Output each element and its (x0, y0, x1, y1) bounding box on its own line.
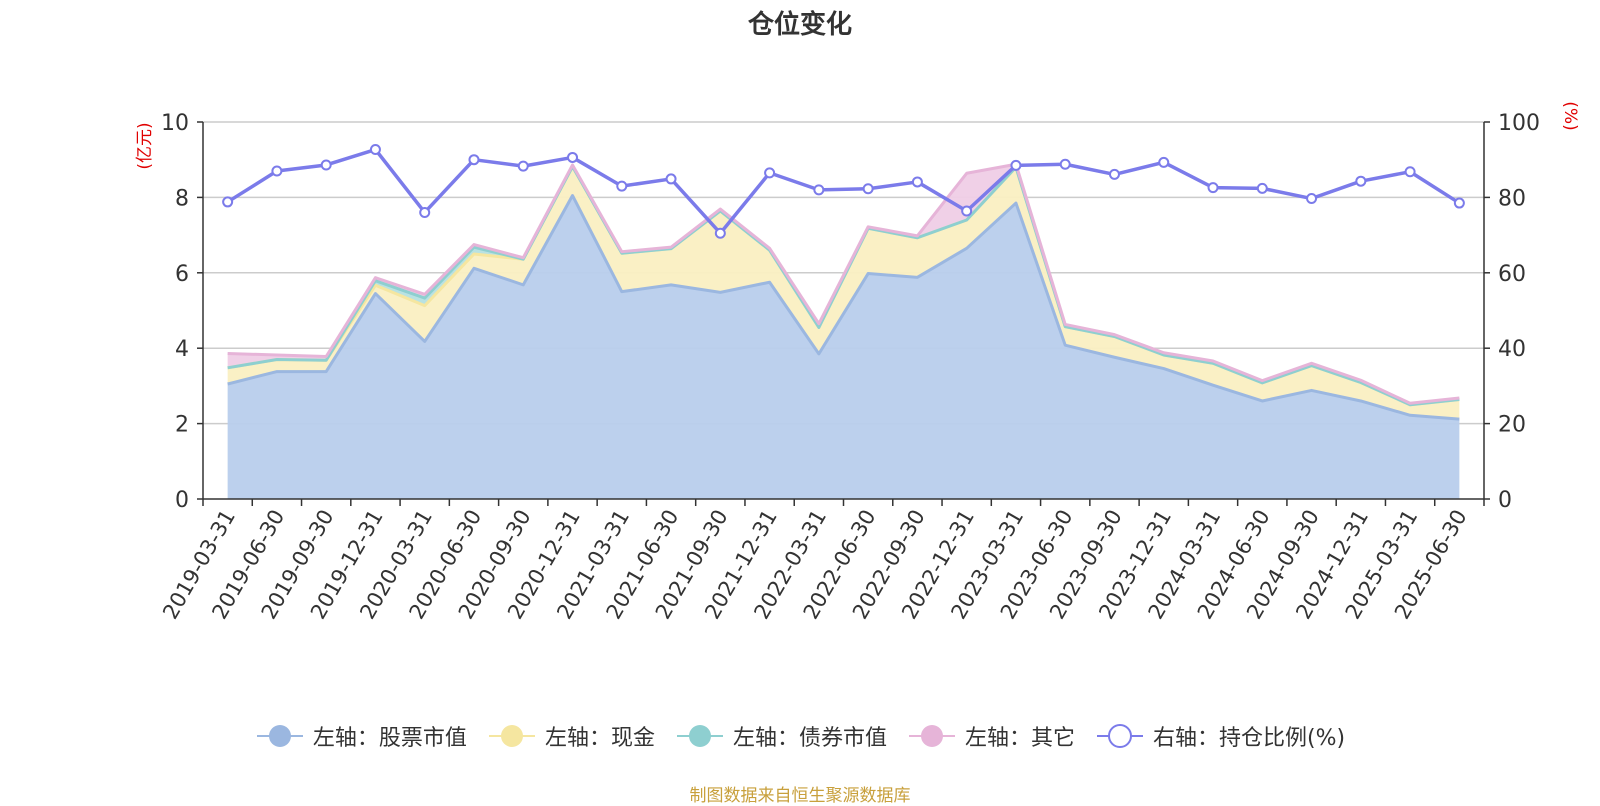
ratio-point (813, 184, 825, 196)
legend-symbol-icon (488, 725, 535, 747)
legend-label: 左轴：股票市值 (312, 726, 467, 751)
chart-legend: 左轴：股票市值 左轴：现金 左轴：债券市值 左轴：其它 右轴：持仓比例(%) (0, 720, 1600, 752)
ratio-point (665, 173, 677, 185)
ratio-point (222, 196, 234, 208)
ratio-point (1355, 175, 1367, 187)
ratio-point (911, 176, 923, 188)
y-right-tick-label: 20 (1498, 413, 1526, 438)
ratio-point (567, 151, 579, 163)
legend-label: 左轴：债券市值 (732, 726, 887, 751)
legend-item-4[interactable]: 右轴：持仓比例(%) (1095, 720, 1345, 752)
ratio-point (1207, 182, 1219, 194)
y-left-tick-label: 4 (175, 337, 189, 362)
y-left-tick-label: 6 (175, 262, 189, 287)
y-left-tick-label: 10 (161, 111, 189, 136)
legend-label: 右轴：持仓比例(%) (1152, 726, 1346, 751)
ratio-point (714, 227, 726, 239)
ratio-point (764, 167, 776, 179)
y-left-tick-label: 0 (175, 488, 189, 513)
source-note: 制图数据来自恒生聚源数据库 (689, 786, 911, 806)
ratio-point (1306, 193, 1318, 205)
area-line-0 (227, 194, 1460, 421)
legend-item-1[interactable]: 左轴：现金 (487, 720, 655, 752)
ratio-point (1256, 182, 1268, 194)
ratio-point (419, 206, 431, 218)
ratio-point (1453, 197, 1465, 209)
y-right-tick-label: 80 (1498, 186, 1526, 211)
legend-symbol-icon (676, 725, 723, 747)
y-right-label: (%) (1560, 101, 1580, 130)
chart-title: 仓位变化 (747, 10, 852, 40)
legend-symbol-icon (908, 725, 955, 747)
y-right-tick-label: 60 (1498, 262, 1526, 287)
ratio-point (961, 205, 973, 217)
y-left-tick-label: 2 (175, 413, 189, 438)
ratio-point (517, 160, 529, 172)
ratio-point (862, 183, 874, 195)
legend-symbol-icon (256, 725, 303, 747)
y-right-tick-label: 40 (1498, 337, 1526, 362)
ratio-point (1404, 166, 1416, 178)
ratio-line (226, 147, 1461, 235)
legend-item-0[interactable]: 左轴：股票市值 (255, 720, 467, 752)
y-left-label: (亿元) (135, 122, 155, 169)
ratio-point (320, 159, 332, 171)
area-0 (227, 195, 1460, 499)
ratio-point (1108, 168, 1120, 180)
area-1 (227, 166, 1460, 420)
legend-symbol-icon (1096, 724, 1143, 748)
legend-item-2[interactable]: 左轴：债券市值 (675, 720, 887, 752)
ratio-point (1059, 158, 1071, 170)
ratio-point (1158, 156, 1170, 168)
ratio-point (369, 144, 381, 156)
legend-item-3[interactable]: 左轴：其它 (907, 720, 1075, 752)
y-right-tick-label: 0 (1498, 488, 1512, 513)
legend-label: 左轴：其它 (964, 726, 1075, 751)
ratio-point (468, 154, 480, 166)
y-right-tick-label: 100 (1498, 111, 1540, 136)
legend-label: 左轴：现金 (544, 726, 655, 751)
area-line-3 (227, 162, 1460, 405)
ratio-point (271, 165, 283, 177)
y-left-tick-label: 8 (175, 186, 189, 211)
ratio-point (1010, 159, 1022, 171)
ratio-point (616, 180, 628, 192)
